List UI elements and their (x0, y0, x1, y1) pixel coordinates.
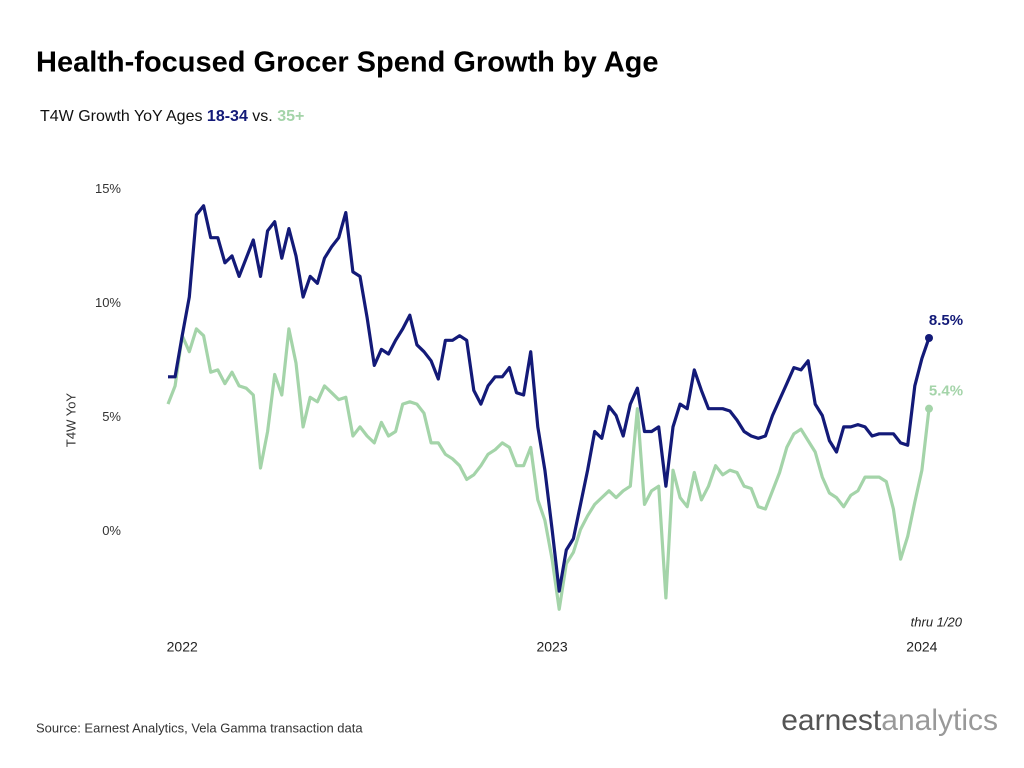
subtitle-text: T4W Growth YoY Ages (40, 108, 202, 125)
value-label: 5.4% (929, 383, 963, 400)
chart-subtitle: T4W Growth YoY Ages 18-34 vs. 35+ (40, 108, 304, 125)
y-tick-label: 10% (95, 295, 121, 310)
series-line (166, 327, 931, 611)
end-point (925, 334, 933, 342)
chart-title: Health-focused Grocer Spend Growth by Ag… (36, 47, 659, 79)
x-tick-label: 2024 (906, 639, 937, 655)
logo: earnestanalytics (781, 704, 998, 737)
legend-entry: 35+ (277, 108, 304, 125)
series-line (168, 204, 931, 593)
x-tick-label: 2022 (167, 639, 198, 655)
end-point (925, 404, 933, 413)
annotation: thru 1/20 (911, 614, 963, 629)
y-axis-label: T4W YoY (63, 393, 78, 448)
x-tick-label: 2023 (536, 639, 567, 655)
logo-text: earnest (781, 704, 882, 737)
y-tick-label: 5% (102, 409, 121, 424)
value-label: 8.5% (929, 312, 963, 329)
subtitle-text: vs. (252, 108, 272, 125)
y-tick-label: 0% (102, 523, 121, 538)
source-note: Source: Earnest Analytics, Vela Gamma tr… (36, 720, 363, 735)
y-tick-label: 15% (95, 181, 121, 196)
logo-text: analytics (881, 704, 998, 737)
legend-entry: 18-34 (207, 108, 248, 125)
